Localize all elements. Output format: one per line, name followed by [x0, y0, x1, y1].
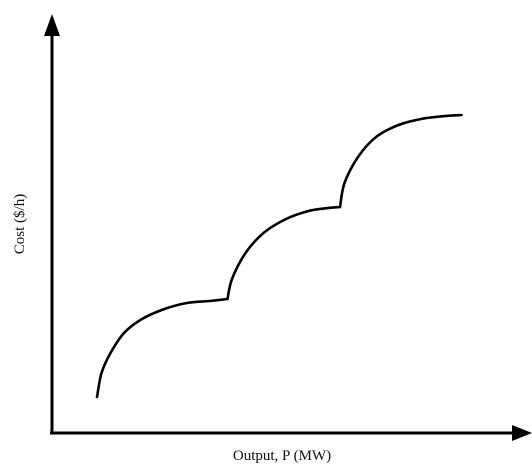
y-axis-arrow-icon [44, 14, 60, 36]
cost-curve-segment-3 [338, 113, 463, 209]
x-axis-label: Output, P (MW) [233, 448, 331, 464]
cost-curve-series [95, 113, 463, 399]
cost-curve-segment-1 [95, 297, 229, 399]
cost-curve-segment-2 [226, 205, 342, 301]
x-axis-arrow-icon [512, 425, 532, 441]
y-axis-label: Cost ($/h) [12, 194, 28, 254]
